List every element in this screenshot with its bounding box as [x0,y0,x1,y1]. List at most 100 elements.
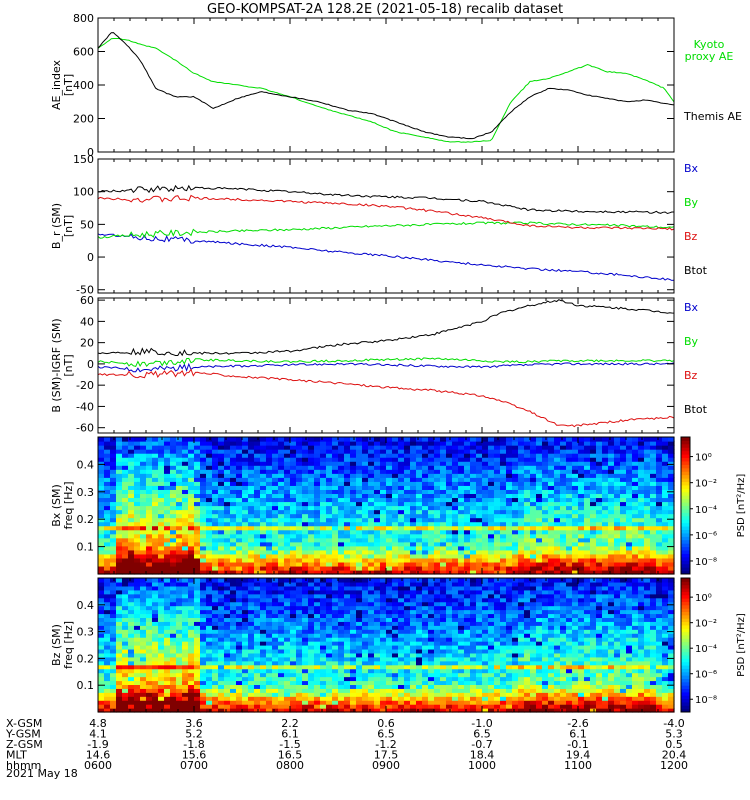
spectrogram-cell [386,505,393,511]
spectrogram-cell [452,485,459,490]
spectrogram-cell [362,533,369,539]
spectrogram-cell [380,501,387,507]
spectrogram-cell [266,629,273,634]
spectrogram-cell [98,585,105,591]
colorbar-segment [681,543,690,548]
spectrogram-cell [242,641,249,646]
spectrogram-cell [494,509,501,515]
spectrogram-cell [320,645,327,650]
spectrogram-cell [350,445,357,450]
spectrogram-cell [368,481,375,486]
spectrogram-cell [266,621,273,626]
spectrogram-cell [344,473,351,478]
spectrogram-cell [110,692,117,697]
spectrogram-cell [206,461,213,466]
spectrogram-cell [230,660,237,666]
spectrogram-cell [608,565,615,571]
spectrogram-cell [128,517,135,523]
colorbar-segment [681,471,690,476]
spectrogram-cell [398,501,405,507]
spectrogram-cell [290,696,297,701]
spectrogram-cell [506,445,513,450]
spectrogram-cell [524,445,531,450]
spectrogram-cell [320,517,327,523]
spectrogram-cell [320,708,327,713]
spectrogram-cell [368,461,375,466]
spectrogram-cell [218,457,225,462]
spectrogram-cell [170,533,177,539]
spectrogram-cell [488,441,495,446]
spectrogram-cell [368,457,375,462]
spectrogram-cell [662,437,669,442]
spectrogram-cell [560,509,567,515]
spectrogram-cell [302,597,309,603]
spectrogram-cell [356,509,363,515]
spectrogram-cell [668,465,675,470]
spectrogram-cell [458,561,465,567]
spectrogram-cell [194,589,201,595]
spectrogram-cell [632,477,639,482]
spectrogram-cell [194,481,201,486]
spectrogram-cell [650,537,657,543]
spectrogram-cell [98,493,105,499]
spectrogram-cell [212,704,219,709]
spectrogram-cell [326,513,333,519]
spectrogram-cell [164,457,171,462]
spectrogram-cell [482,561,489,567]
spectrogram-cell [410,497,417,503]
spectrogram-cell [296,581,303,587]
spectrogram-cell [188,457,195,462]
spectrogram-cell [560,493,567,499]
spectrogram-cell [530,537,537,543]
spectrogram-cell [350,545,357,551]
spectrogram-cell [458,541,465,547]
spectrogram-cell [548,461,555,466]
spectrogram-cell [566,469,573,474]
spectrogram-cell [218,545,225,551]
spectrogram-cell [194,621,201,626]
spectrogram-cell [356,489,363,495]
spectrogram-cell [284,672,291,678]
spectrogram-cell [134,453,141,458]
spectrogram-cell [458,565,465,571]
spectrogram-cell [314,680,321,686]
spectrogram-cell [104,613,111,619]
spectrogram-cell [236,537,243,543]
spectrogram-cell [248,696,255,701]
spectrogram-cell [626,437,633,442]
spectrogram-cell [122,581,129,587]
spectrogram-cell [212,457,219,462]
spectrogram-cell [458,497,465,503]
spectrogram-cell [518,445,525,450]
spectrogram-cell [428,565,435,571]
spectrogram-cell [332,465,339,470]
spectrogram-cell [470,501,477,507]
spectrogram-cell [602,457,609,462]
spectrogram-cell [320,696,327,701]
spectrogram-cell [554,441,561,446]
spectrogram-cell [356,501,363,507]
spectrogram-cell [122,437,129,442]
spectrogram-cell [230,441,237,446]
spectrogram-cell [182,708,189,713]
colorbar-segment [681,563,690,568]
spectrogram-cell [464,501,471,507]
spectrogram-cell [278,437,285,442]
spectrogram-cell [146,641,153,646]
spectrogram-cell [416,565,423,571]
spectrogram-cell [248,637,255,642]
spectrogram-cell [284,485,291,490]
spectrogram-cell [110,656,117,662]
spectrogram-cell [434,497,441,503]
spectrogram-cell [554,457,561,462]
spectrogram-cell [236,621,243,626]
spectrogram-cell [470,505,477,511]
spectrogram-cell [164,664,171,670]
spectrogram-cell [512,445,519,450]
spectrogram-cell [560,537,567,543]
spectrogram-cell [326,449,333,454]
spectrogram-cell [182,652,189,658]
spectrogram-cell [200,505,207,511]
spectrogram-cell [416,457,423,462]
spectrogram-cell [116,513,123,519]
